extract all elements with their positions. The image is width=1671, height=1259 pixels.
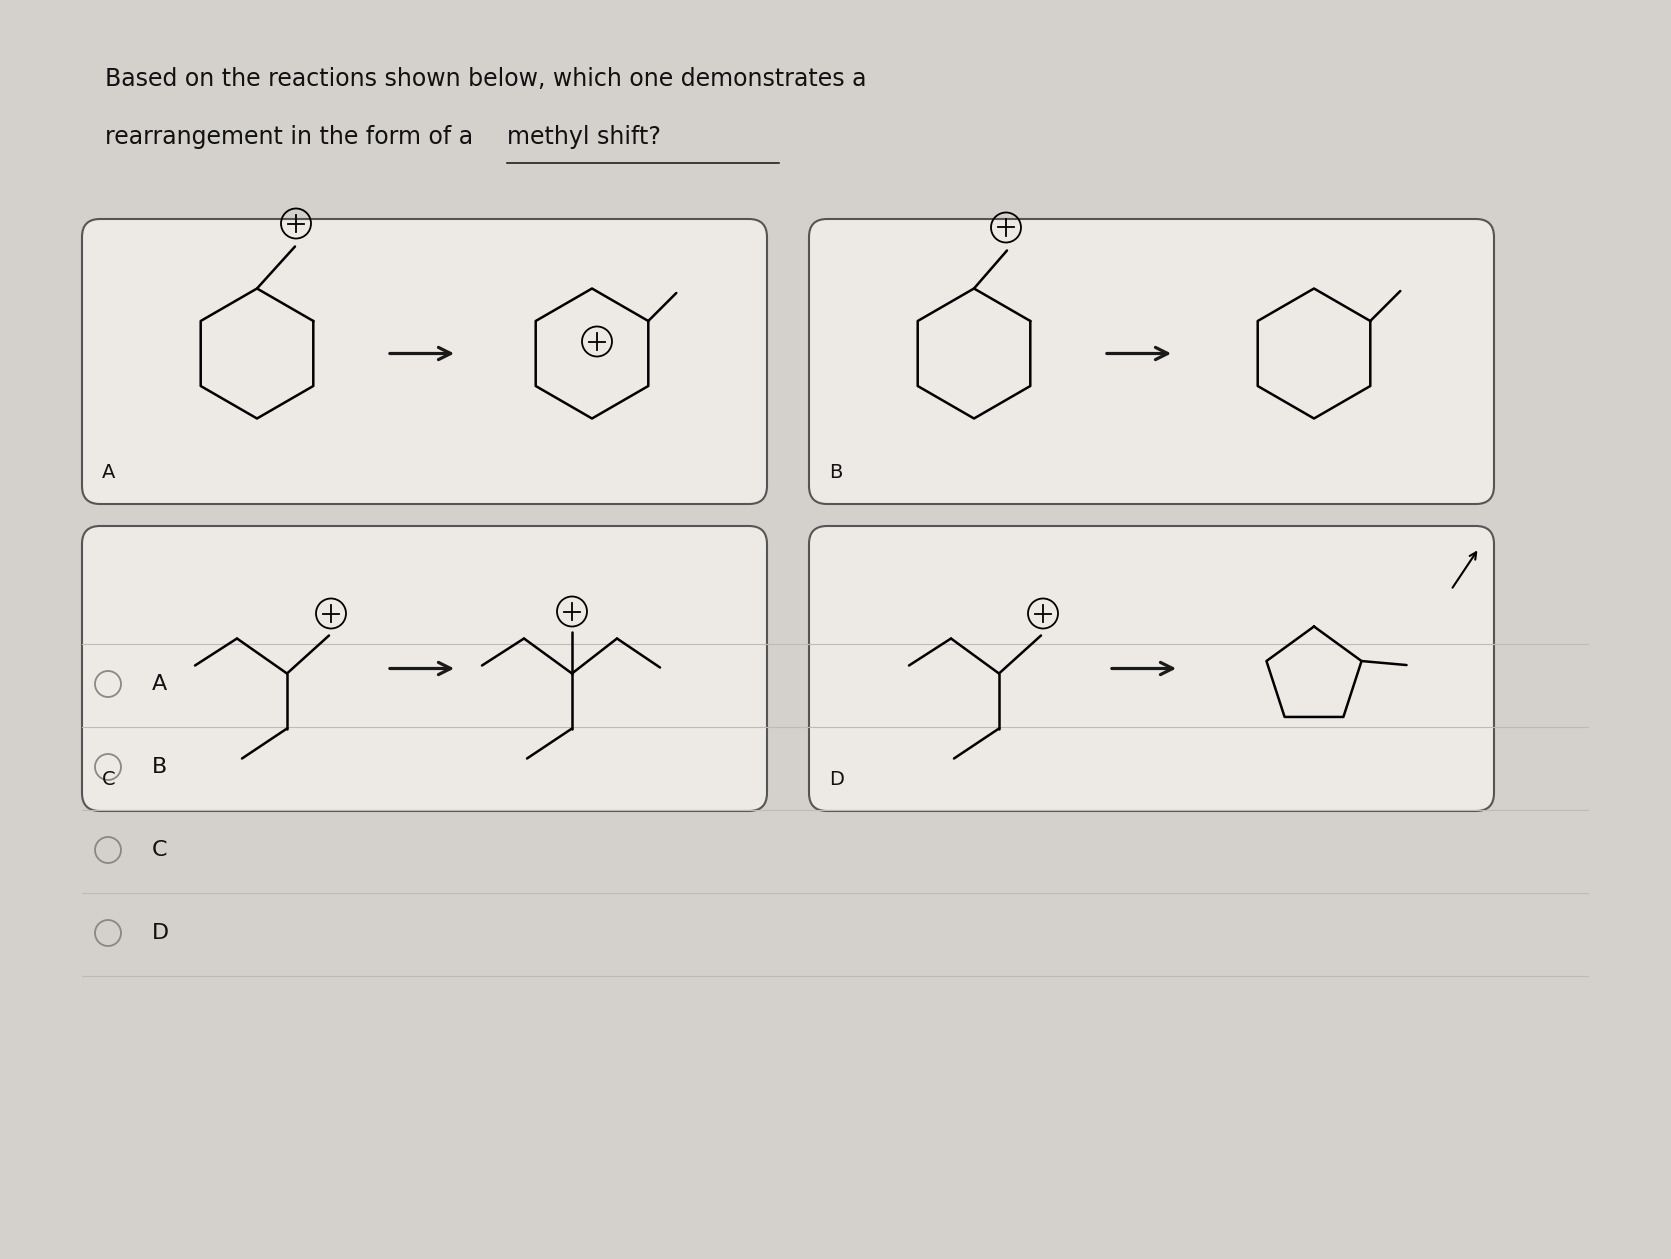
Text: methyl shift?: methyl shift? [506,125,660,149]
Text: A: A [102,463,115,482]
Text: C: C [102,771,115,789]
Text: D: D [152,923,169,943]
Text: A: A [152,674,167,694]
Text: Based on the reactions shown below, which one demonstrates a: Based on the reactions shown below, whic… [105,67,867,91]
FancyBboxPatch shape [809,219,1494,504]
Text: B: B [829,463,842,482]
FancyBboxPatch shape [82,219,767,504]
FancyBboxPatch shape [82,526,767,811]
Text: B: B [152,757,167,777]
Text: rearrangement in the form of a: rearrangement in the form of a [105,125,481,149]
Text: D: D [829,771,844,789]
Text: C: C [152,840,167,860]
FancyBboxPatch shape [809,526,1494,811]
